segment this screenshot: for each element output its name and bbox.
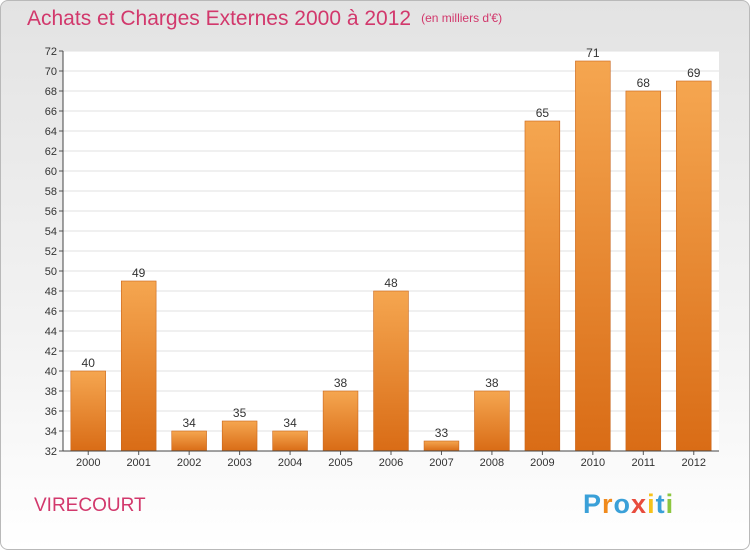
y-tick-label: 70 bbox=[45, 66, 57, 78]
value-label-2009: 65 bbox=[536, 106, 550, 120]
y-tick-label: 64 bbox=[45, 126, 57, 138]
y-tick-label: 42 bbox=[45, 346, 57, 358]
value-label-2004: 34 bbox=[283, 416, 297, 430]
bar-2003 bbox=[221, 420, 258, 452]
y-tick-label: 36 bbox=[45, 406, 57, 418]
x-tick-label-2010: 2010 bbox=[581, 457, 605, 469]
value-label-2005: 38 bbox=[334, 376, 348, 390]
x-tick-label-2000: 2000 bbox=[76, 457, 100, 469]
y-tick-label: 68 bbox=[45, 86, 57, 98]
bar-2001 bbox=[120, 280, 157, 452]
x-tick-label-2007: 2007 bbox=[429, 457, 453, 469]
bar-2000 bbox=[70, 370, 106, 452]
value-label-2012: 69 bbox=[687, 66, 701, 80]
unit-note: (en milliers d'€) bbox=[421, 11, 503, 25]
bar-2005 bbox=[322, 390, 359, 452]
y-tick-label: 32 bbox=[45, 446, 57, 458]
place-name: VIRECOURT bbox=[34, 495, 146, 516]
y-tick-label: 50 bbox=[45, 266, 57, 278]
value-label-2006: 48 bbox=[384, 276, 398, 290]
bar-2010 bbox=[575, 60, 611, 452]
x-tick-label-2006: 2006 bbox=[379, 457, 403, 469]
y-tick-label: 60 bbox=[45, 166, 57, 178]
bar-2004 bbox=[272, 430, 308, 452]
bar-2006 bbox=[373, 290, 409, 452]
y-tick-label: 72 bbox=[45, 46, 57, 58]
x-tick-label-2004: 2004 bbox=[278, 457, 302, 469]
axes: 32 34 36 38 40 42 44 46 48 50 52 54 56 58 60 62 64 66 68 70… bbox=[45, 46, 719, 469]
logo-letter: P bbox=[583, 489, 603, 519]
bar-2008 bbox=[474, 390, 510, 452]
value-label-2011: 68 bbox=[637, 76, 651, 90]
y-tick-label: 48 bbox=[45, 286, 57, 298]
y-tick-label: 34 bbox=[45, 426, 57, 438]
chart-title-text: Achats et Charges Externes 2000 à 2012 bbox=[27, 7, 412, 30]
x-tick-label-2003: 2003 bbox=[227, 457, 251, 469]
bar-2007 bbox=[423, 440, 460, 452]
logo-letter: x bbox=[631, 489, 648, 519]
x-tick-label-2011: 2011 bbox=[631, 457, 655, 469]
x-tick-label-2005: 2005 bbox=[328, 457, 352, 469]
y-tick-label: 40 bbox=[45, 366, 57, 378]
logo-letter: t bbox=[655, 489, 666, 519]
y-tick-label: 54 bbox=[45, 226, 57, 238]
y-tick-label: 46 bbox=[45, 306, 57, 318]
value-label-2003: 35 bbox=[233, 406, 247, 420]
bar-2012 bbox=[676, 80, 712, 452]
logo-letter: r bbox=[602, 489, 614, 519]
bars: 40 49 34 35 34 38 48 33 38 65 71 68 69 bbox=[70, 46, 712, 452]
value-label-2007: 33 bbox=[435, 426, 449, 440]
value-label-2008: 38 bbox=[485, 376, 499, 390]
y-tick-label: 56 bbox=[45, 206, 57, 218]
x-tick-label-2008: 2008 bbox=[480, 457, 504, 469]
proxiti-logo: Proxiti bbox=[583, 489, 674, 520]
bar-2009 bbox=[524, 120, 561, 452]
value-label-2001: 49 bbox=[132, 266, 146, 280]
y-tick-label: 44 bbox=[45, 326, 57, 338]
value-label-2002: 34 bbox=[182, 416, 196, 430]
chart-title: Achats et Charges Externes 2000 à 2012 (e… bbox=[27, 7, 502, 31]
y-tick-label: 58 bbox=[45, 186, 57, 198]
logo-letter: i bbox=[665, 489, 675, 519]
y-tick-label: 66 bbox=[45, 106, 57, 118]
y-tick-label: 62 bbox=[45, 146, 57, 158]
logo-letter: i bbox=[647, 489, 656, 519]
y-tick-label: 38 bbox=[45, 386, 57, 398]
y-tick-label: 52 bbox=[45, 246, 57, 258]
x-tick-label-2002: 2002 bbox=[177, 457, 201, 469]
value-label-2000: 40 bbox=[82, 356, 96, 370]
value-label-2010: 71 bbox=[586, 46, 600, 60]
x-tick-label-2009: 2009 bbox=[530, 457, 554, 469]
logo-letter: o bbox=[613, 489, 632, 519]
x-tick-label-2012: 2012 bbox=[682, 457, 706, 469]
bar-2002 bbox=[171, 430, 207, 452]
x-tick-label-2001: 2001 bbox=[126, 457, 150, 469]
bar-2011 bbox=[625, 90, 662, 452]
